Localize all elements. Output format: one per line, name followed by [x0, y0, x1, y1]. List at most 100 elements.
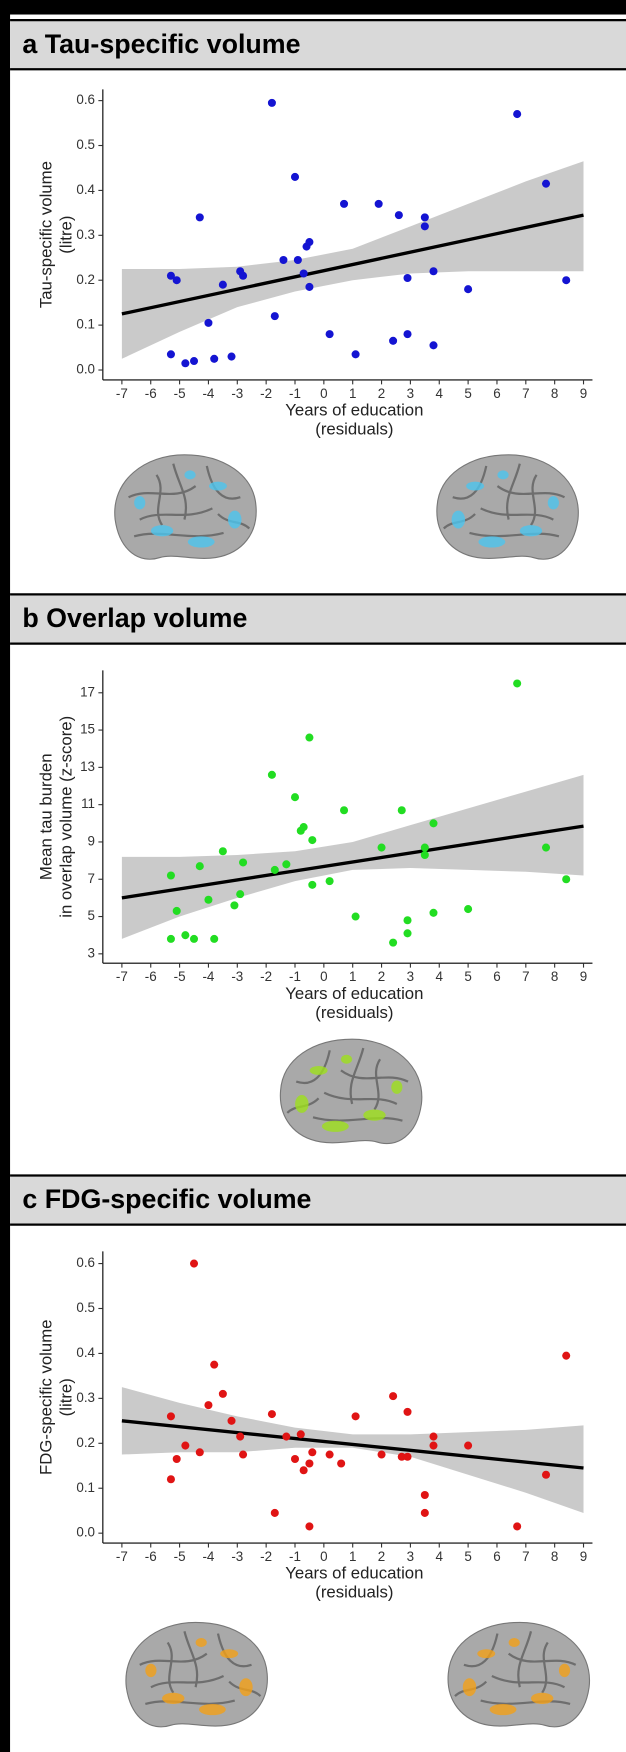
data-point [464, 905, 473, 914]
brain-fold [480, 507, 554, 521]
brain-render [436, 454, 579, 560]
data-point [374, 199, 383, 208]
data-point [230, 901, 239, 910]
data-point [429, 1432, 438, 1441]
y-tick-label: 7 [88, 871, 95, 886]
data-point [397, 806, 406, 815]
panel-header [10, 20, 626, 70]
brain-activation [321, 1120, 349, 1132]
brain-activation [462, 1678, 477, 1697]
data-point [181, 1441, 190, 1450]
brain-fold [517, 1631, 533, 1688]
x-tick-label: 2 [378, 969, 385, 984]
data-point [389, 336, 398, 345]
data-point [389, 1392, 398, 1401]
data-point [403, 929, 412, 938]
y-axis-label: Tau-specific volume [36, 161, 55, 308]
data-point [227, 352, 236, 361]
panel-title: b Overlap volume [22, 603, 247, 633]
brain-fold [139, 1652, 208, 1666]
data-point [236, 890, 245, 899]
data-point [267, 98, 276, 107]
y-tick-label: 3 [88, 945, 95, 960]
regression-line [121, 213, 584, 316]
data-point [389, 938, 398, 947]
brain-fold [145, 1699, 236, 1706]
data-point [305, 733, 314, 742]
brain-activation [134, 496, 146, 510]
x-tick-label: 5 [464, 1549, 471, 1564]
brain-fold [452, 465, 488, 500]
brain-activation [145, 1663, 157, 1678]
y-tick-label: 0.6 [76, 1255, 95, 1270]
brain-activation [363, 1109, 386, 1121]
data-point [270, 1508, 279, 1517]
brain-fold [496, 485, 566, 499]
brain-fold [506, 463, 521, 520]
data-point [166, 871, 175, 880]
brain-fold [323, 1091, 398, 1105]
brain-fold [469, 531, 560, 538]
x-tick-label: -6 [145, 1549, 157, 1564]
x-tick-label: -3 [231, 386, 243, 401]
data-point [267, 1410, 276, 1419]
x-tick-label: -4 [202, 386, 214, 401]
data-point [403, 1452, 412, 1461]
brain-activation [466, 481, 485, 491]
x-tick-label: -2 [260, 386, 272, 401]
brain-activation [530, 1692, 554, 1704]
data-point [403, 330, 412, 339]
data-point [290, 793, 300, 802]
x-tick-label: -7 [116, 969, 128, 984]
data-point [513, 110, 522, 119]
data-point [299, 269, 308, 278]
data-point [166, 1412, 175, 1421]
x-axis-label: (residuals) [315, 1003, 393, 1022]
brain-activation [508, 1638, 520, 1647]
x-tick-label: 6 [493, 386, 500, 401]
panel-title: a Tau-specific volume [22, 29, 300, 59]
brain-fold [541, 1641, 549, 1694]
confidence-band [121, 1387, 584, 1513]
data-point [166, 1475, 175, 1484]
x-tick-label: -5 [174, 1549, 186, 1564]
data-point [325, 330, 334, 339]
data-point [464, 1441, 473, 1450]
brain-render [114, 454, 257, 560]
brain-activation [477, 1649, 496, 1659]
x-axis-label: Years of education [285, 401, 423, 420]
y-axis-label: FDG-specific volume [36, 1320, 55, 1475]
data-point [210, 354, 219, 363]
x-tick-label: 7 [522, 386, 529, 401]
y-tick-label: 0.2 [76, 272, 95, 287]
brain-activation [195, 1638, 207, 1647]
data-point [429, 341, 438, 350]
x-axis-label: (residuals) [315, 1583, 393, 1602]
x-tick-label: 0 [320, 969, 327, 984]
data-point [340, 199, 349, 208]
x-tick-label: 1 [349, 969, 356, 984]
brain-fold [205, 465, 241, 500]
data-point [513, 1522, 522, 1531]
panel-header [10, 1175, 626, 1225]
data-point [282, 1432, 291, 1441]
data-point [308, 836, 317, 845]
brain-activation [295, 1095, 309, 1113]
data-point [299, 1466, 308, 1475]
x-tick-label: 4 [436, 969, 444, 984]
x-tick-label: -7 [116, 386, 128, 401]
data-point [172, 906, 181, 915]
y-tick-label: 0.1 [76, 1480, 95, 1495]
panel-title: c FDG-specific volume [22, 1184, 311, 1214]
data-point [172, 276, 181, 285]
x-tick-label: 5 [464, 386, 471, 401]
x-axis-label: (residuals) [315, 420, 393, 439]
brain-render [447, 1621, 590, 1728]
data-point [394, 211, 403, 220]
confidence-band [121, 161, 584, 359]
data-point [325, 1450, 334, 1459]
data-point [166, 350, 175, 359]
brain-fold [150, 1675, 225, 1689]
data-point [420, 1490, 429, 1499]
data-point [562, 875, 571, 884]
